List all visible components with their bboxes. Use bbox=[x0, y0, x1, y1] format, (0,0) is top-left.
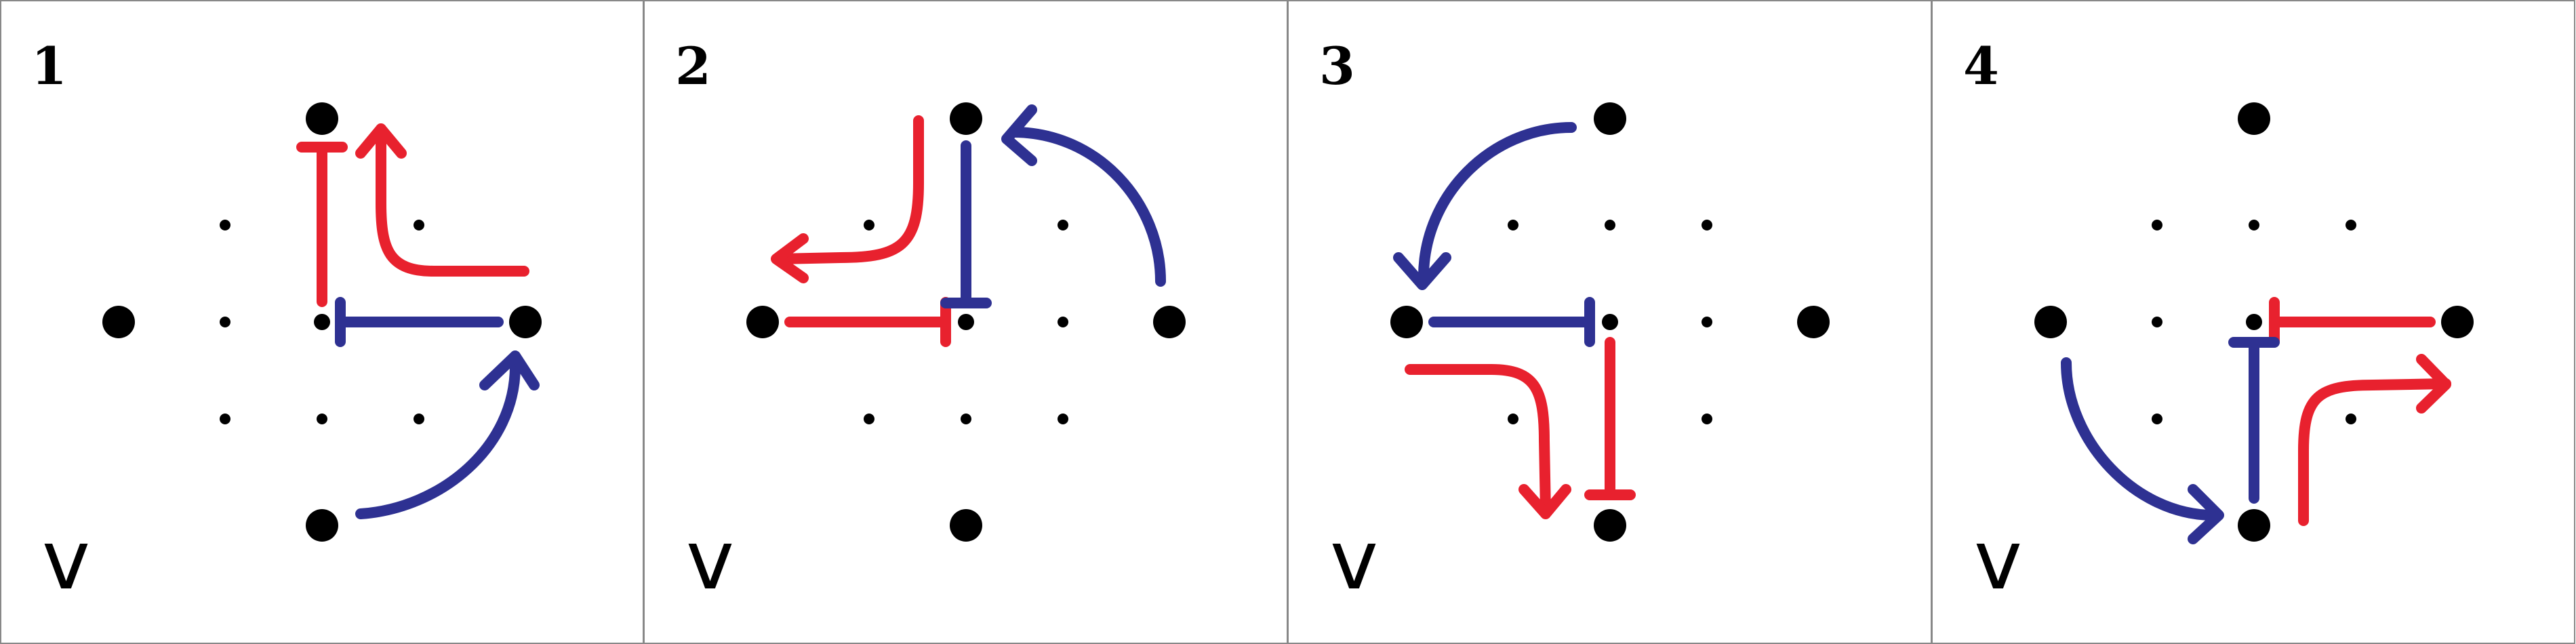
blue-arrowhead bbox=[1393, 252, 1451, 290]
red-bar-arrow bbox=[296, 142, 348, 307]
red-bar-arrow bbox=[2269, 297, 2436, 347]
panel-variable-label: v bbox=[42, 514, 90, 608]
panel-2: 2 v bbox=[675, 36, 1186, 608]
blue-curved-arrow bbox=[355, 361, 521, 519]
panel-variable-label: v bbox=[1330, 514, 1378, 608]
red-curved-arrow bbox=[2298, 378, 2451, 526]
blue-curved-arrow bbox=[1008, 127, 1166, 287]
blue-bar-arrow bbox=[1428, 297, 1595, 347]
blue-arrowhead bbox=[1001, 104, 1037, 166]
red-curved-arrow bbox=[1405, 364, 1551, 517]
blue-bar-arrow bbox=[940, 140, 992, 308]
red-curved-arrow bbox=[376, 123, 529, 277]
blue-bar-arrow bbox=[335, 297, 504, 347]
blue-arrowhead bbox=[479, 350, 540, 390]
panel-4: 4 v bbox=[1963, 36, 2474, 608]
blue-curved-arrow bbox=[1418, 122, 1577, 282]
red-arrowhead bbox=[2416, 354, 2451, 414]
panel-number: 2 bbox=[675, 36, 711, 96]
panel-1: 1 v bbox=[31, 36, 542, 608]
panel-3: 3 v bbox=[1319, 36, 1830, 608]
red-bar-arrow bbox=[1584, 337, 1636, 500]
panel-number: 3 bbox=[1319, 36, 1355, 96]
panel-frame-4 bbox=[1931, 0, 2575, 644]
blue-arrowhead bbox=[2188, 484, 2224, 544]
red-arrowhead bbox=[1518, 484, 1571, 519]
blue-bar-arrow bbox=[2228, 337, 2280, 504]
red-bar-arrow bbox=[784, 297, 951, 347]
panel-variable-label: v bbox=[1974, 514, 2022, 608]
panel-number: 1 bbox=[31, 36, 67, 96]
panel-variable-label: v bbox=[686, 514, 734, 608]
panel-number: 4 bbox=[1963, 36, 1999, 96]
red-arrowhead bbox=[355, 123, 407, 159]
blue-curved-arrow bbox=[2061, 357, 2219, 521]
red-curved-arrow bbox=[774, 115, 924, 264]
red-arrowhead bbox=[771, 233, 809, 283]
